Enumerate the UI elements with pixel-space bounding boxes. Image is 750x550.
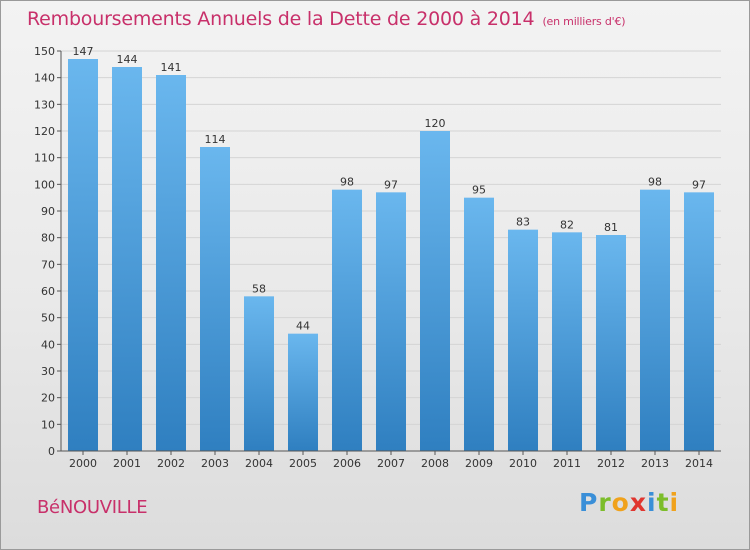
bar[interactable] — [332, 189, 362, 451]
bar[interactable] — [288, 333, 318, 451]
x-tick-label: 2007 — [377, 457, 405, 470]
x-tick-label: 2011 — [553, 457, 581, 470]
bar-value-label: 98 — [340, 176, 354, 189]
bar[interactable] — [200, 147, 230, 451]
bar-value-label: 147 — [73, 45, 94, 58]
axes: 0 10 20 30 40 50 60 70 80 90 100 110 120 130 140 150 200… — [34, 45, 721, 470]
y-tick-label: 70 — [41, 258, 55, 271]
bar-value-label: 81 — [604, 221, 618, 234]
bar-value-label: 97 — [384, 178, 398, 191]
logo-letter: i — [669, 488, 680, 517]
x-tick-label: 2010 — [509, 457, 537, 470]
bar[interactable] — [376, 192, 406, 452]
bar-value-label: 95 — [472, 184, 486, 197]
x-tick-label: 2001 — [113, 457, 141, 470]
bar[interactable] — [684, 192, 714, 452]
logo-letter: x — [629, 488, 647, 517]
bar-value-label: 44 — [296, 320, 310, 333]
bar-value-label: 97 — [692, 178, 706, 191]
y-tick-label: 90 — [41, 205, 55, 218]
x-tick-label: 2006 — [333, 457, 361, 470]
logo-letter: t — [656, 488, 670, 517]
bar-value-label: 83 — [516, 216, 530, 229]
bar[interactable] — [640, 189, 670, 451]
x-tick-label: 2009 — [465, 457, 493, 470]
bar[interactable] — [68, 59, 98, 451]
x-tick-label: 2000 — [69, 457, 97, 470]
bar[interactable] — [112, 67, 142, 451]
x-tick-label: 2014 — [685, 457, 713, 470]
y-tick-label: 130 — [34, 98, 55, 111]
bar-value-label: 114 — [205, 133, 226, 146]
bar-value-label: 120 — [425, 117, 446, 130]
chart-title: Remboursements Annuels de la Dette de 20… — [27, 8, 626, 30]
y-tick-label: 120 — [34, 125, 55, 138]
y-tick-label: 40 — [41, 338, 55, 351]
x-tick-label: 2002 — [157, 457, 185, 470]
bar[interactable] — [156, 75, 186, 451]
proxiti-logo[interactable]: Proxiti — [579, 488, 679, 517]
bar[interactable] — [552, 232, 582, 451]
y-tick-label: 30 — [41, 365, 55, 378]
y-tick-label: 0 — [48, 445, 55, 458]
x-tick-label: 2008 — [421, 457, 449, 470]
x-tick-label: 2012 — [597, 457, 625, 470]
logo-letter: i — [647, 488, 657, 517]
x-tick-label: 2005 — [289, 457, 317, 470]
bar[interactable] — [596, 235, 626, 451]
y-tick-label: 140 — [34, 72, 55, 85]
bar[interactable] — [420, 131, 450, 451]
x-tick-label: 2004 — [245, 457, 273, 470]
logo-letter: P — [579, 488, 599, 517]
chart-title-text: Remboursements Annuels de la Dette de 20… — [27, 8, 535, 30]
y-tick-label: 110 — [34, 152, 55, 165]
x-tick-label: 2013 — [641, 457, 669, 470]
y-tick-label: 10 — [41, 418, 55, 431]
y-tick-label: 50 — [41, 312, 55, 325]
value-labels: 147 144 141 114 58 44 98 97 120 95 83 82 81 98 97 — [73, 45, 707, 333]
bar-value-label: 141 — [161, 61, 182, 74]
bar-value-label: 82 — [560, 218, 574, 231]
y-tick-label: 80 — [41, 232, 55, 245]
y-tick-label: 20 — [41, 392, 55, 405]
bar[interactable] — [508, 229, 538, 451]
y-tick-label: 60 — [41, 285, 55, 298]
bar[interactable] — [464, 197, 494, 451]
x-tick-label: 2003 — [201, 457, 229, 470]
bar[interactable] — [244, 296, 274, 451]
logo-letter: o — [611, 488, 630, 517]
bar-value-label: 144 — [117, 53, 138, 66]
chart-subtitle: (en milliers d'€) — [542, 15, 626, 28]
bars — [68, 59, 714, 452]
bar-value-label: 98 — [648, 176, 662, 189]
y-tick-label: 100 — [34, 178, 55, 191]
y-tick-label: 150 — [34, 45, 55, 58]
commune-name: BéNOUVILLE — [37, 497, 148, 518]
logo-letter: r — [598, 488, 612, 517]
bar-value-label: 58 — [252, 282, 266, 295]
